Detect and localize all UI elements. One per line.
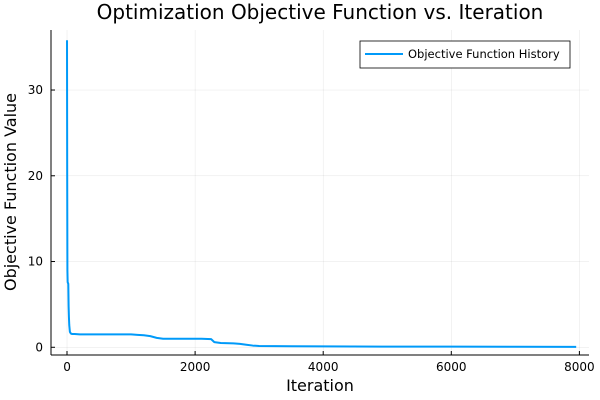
y-axis-label: Objective Function Value <box>1 93 20 291</box>
y-tick-label: 0 <box>35 340 43 354</box>
series-layer <box>66 40 577 348</box>
legend: Objective Function History <box>359 40 571 69</box>
y-tick-label: 10 <box>28 255 43 269</box>
x-axis-label: Iteration <box>286 376 354 395</box>
x-tick-label: 6000 <box>436 360 467 374</box>
x-ticks: 0 2000 4000 6000 8000 <box>63 351 595 374</box>
legend-label-objective-function-history: Objective Function History <box>408 47 560 61</box>
x-tick-label: 0 <box>63 360 71 374</box>
x-tick-label: 8000 <box>564 360 595 374</box>
x-tick-label: 4000 <box>308 360 339 374</box>
y-tick-label: 20 <box>28 169 43 183</box>
y-ticks: 0 10 20 30 <box>28 83 55 354</box>
series-line-objective-function-history <box>66 40 577 348</box>
chart-title: Optimization Objective Function vs. Iter… <box>97 0 544 24</box>
x-tick-label: 2000 <box>180 360 211 374</box>
y-tick-label: 30 <box>28 83 43 97</box>
